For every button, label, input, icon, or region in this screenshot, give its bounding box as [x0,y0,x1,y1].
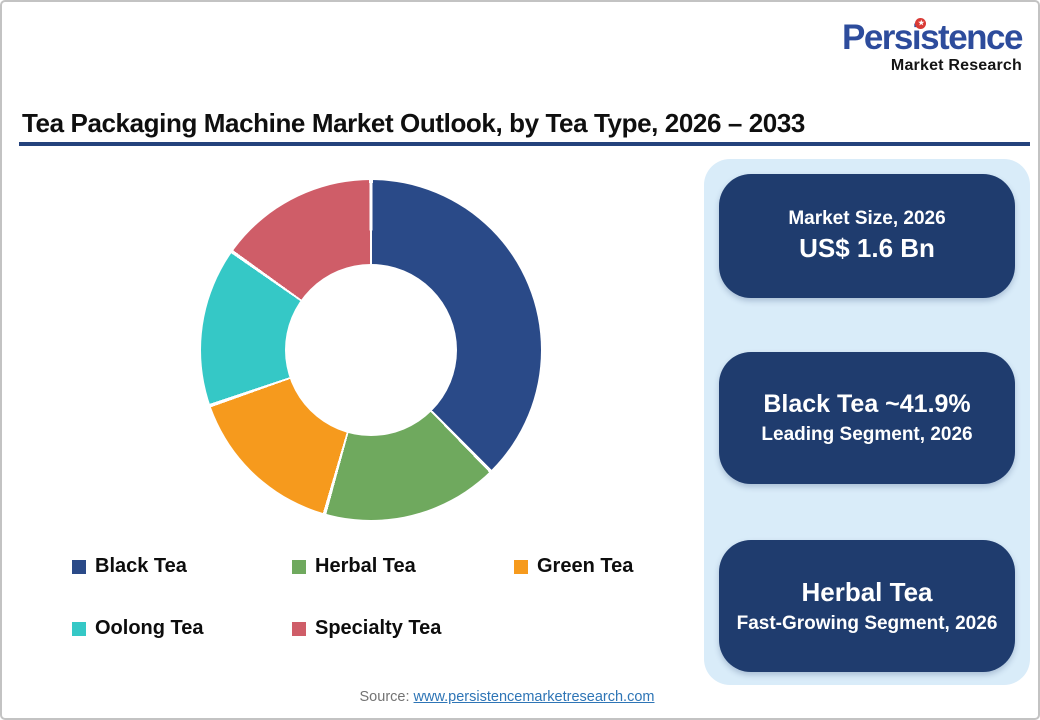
card-value: Black Tea ~41.9% [763,390,971,419]
stat-card-market-size: Market Size, 2026 US$ 1.6 Bn [719,174,1015,298]
logo-text: Persistence [841,18,1024,57]
source-line: Source: www.persistencemarketresearch.co… [2,689,1012,705]
donut-chart-container [201,180,541,520]
donut-hole [285,264,457,436]
legend-swatch-icon [292,559,306,574]
logo-tagline: Market Research [890,57,1022,74]
title-underline-rule [19,142,1030,146]
legend-item-specialty-tea: Specialty Tea [292,615,514,641]
stat-card-leading-segment: Black Tea ~41.9% Leading Segment, 2026 [719,352,1015,484]
pmr-logo: Persistence ★ Market Research [841,18,1024,74]
legend-swatch-icon [514,559,528,574]
card-label: Leading Segment, 2026 [761,423,973,445]
chart-legend: Black Tea Herbal Tea Green Tea Oolong Te… [72,553,754,641]
source-label: Source: [359,689,410,705]
card-label: Fast-Growing Segment, 2026 [736,612,998,634]
star-icon: ★ [918,20,924,27]
page-title: Tea Packaging Machine Market Outlook, by… [22,108,805,138]
highlight-panel: Market Size, 2026 US$ 1.6 Bn Black Tea ~… [704,159,1030,685]
stat-card-fast-growing-segment: Herbal Tea Fast-Growing Segment, 2026 [719,540,1015,672]
legend-swatch-icon [292,621,306,636]
legend-label: Specialty Tea [315,616,442,639]
legend-label: Herbal Tea [315,554,416,577]
legend-label: Black Tea [95,554,187,577]
legend-label: Oolong Tea [95,616,204,639]
legend-swatch-icon [72,559,86,574]
card-value: US$ 1.6 Bn [799,233,935,264]
legend-item-oolong-tea: Oolong Tea [72,615,292,641]
logo-star-dot-icon: ★ [914,18,926,29]
legend-label: Green Tea [537,554,634,577]
legend-item-green-tea: Green Tea [514,553,754,579]
legend-swatch-icon [72,621,86,636]
legend-item-black-tea: Black Tea [72,553,292,579]
card-label: Market Size, 2026 [788,207,946,229]
legend-item-herbal-tea: Herbal Tea [292,553,514,579]
logo-wordmark: Persistence ★ [841,18,1024,57]
source-link[interactable]: www.persistencemarketresearch.com [413,689,655,705]
card-value: Herbal Tea [801,576,933,607]
